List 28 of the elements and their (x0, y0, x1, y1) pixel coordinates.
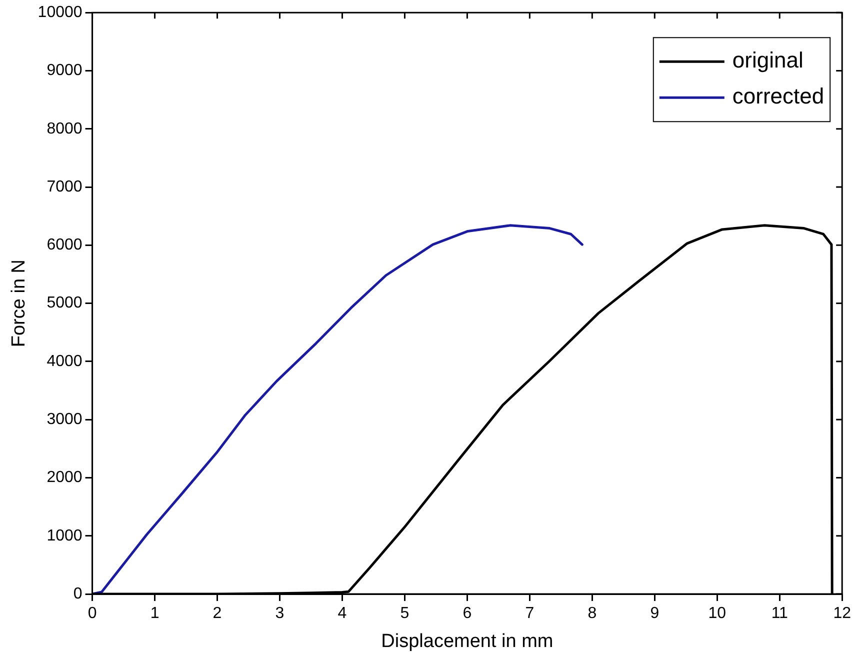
x-tick-label: 6 (462, 605, 472, 622)
x-tick-label: 3 (275, 605, 284, 622)
x-axis-title: Displacement in mm (381, 630, 554, 652)
y-tick-label: 1000 (46, 527, 82, 544)
x-tick-label: 7 (525, 605, 534, 622)
x-tick-label: 4 (338, 605, 347, 622)
x-tick-label: 2 (212, 605, 222, 622)
x-tick-label: 12 (833, 605, 852, 622)
y-axis-title: Force in N (8, 259, 30, 348)
y-tick-label: 8000 (46, 120, 82, 138)
x-tick-label: 10 (708, 605, 726, 622)
y-tick-label: 10000 (38, 4, 82, 22)
y-tick-label: 5000 (46, 294, 82, 312)
y-tick-label: 4000 (46, 352, 82, 370)
legend-label: original (732, 48, 804, 73)
y-tick-label: 2000 (46, 469, 82, 486)
x-tick-label: 11 (771, 605, 788, 622)
x-tick-label: 0 (88, 605, 97, 622)
x-tick-label: 9 (650, 605, 660, 622)
y-tick-label: 7000 (46, 178, 82, 196)
y-tick-label: 6000 (46, 236, 82, 254)
y-tick-label: 9000 (46, 62, 82, 80)
y-tick-label: 3000 (46, 410, 82, 428)
x-tick-label: 5 (400, 605, 410, 622)
legend-label: corrected (732, 84, 824, 109)
x-tick-label: 8 (588, 605, 597, 622)
y-tick-label: 0 (73, 585, 82, 602)
x-tick-label: 1 (150, 605, 160, 622)
